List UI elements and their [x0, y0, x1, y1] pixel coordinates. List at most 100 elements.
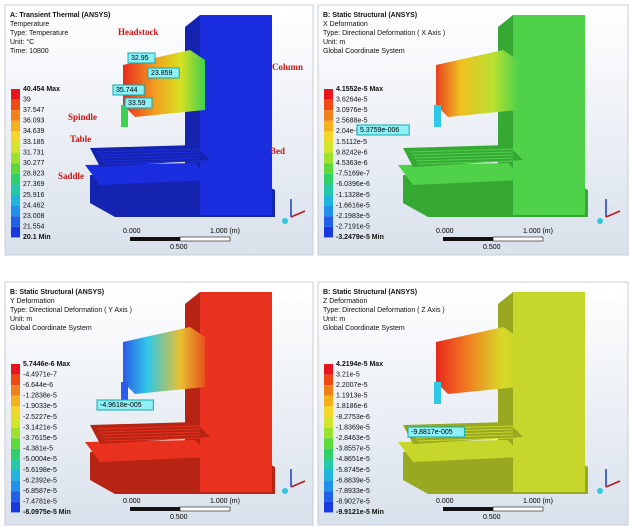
legend-swatch: [11, 396, 20, 407]
legend-label: -2.5227e-5: [23, 414, 57, 421]
legend-swatch: [324, 375, 333, 386]
legend-label: -6.2392e-5: [23, 477, 57, 484]
spindle: [434, 105, 441, 127]
legend-label: 36.093: [23, 118, 45, 125]
legend-swatch: [324, 428, 333, 439]
legend-label: 40.454 Max: [23, 86, 60, 93]
legend-label: -9.9121e-5 Min: [336, 509, 384, 516]
header-line: Unit: m: [10, 316, 32, 323]
scale-bar-light: [493, 237, 543, 241]
legend-swatch: [324, 396, 333, 407]
legend-swatch: [11, 163, 20, 174]
scale-bar-light: [180, 507, 230, 511]
legend-label: 28.823: [23, 171, 45, 178]
legend-swatch: [324, 100, 333, 111]
legend-swatch: [11, 449, 20, 460]
ansys-logo: ANS: [276, 285, 314, 304]
header-line: B: Static Structural (ANSYS): [323, 12, 417, 19]
figure: A: Transient Thermal (ANSYS)TemperatureT…: [0, 0, 630, 526]
column-side: [498, 15, 513, 215]
legend-swatch: [11, 481, 20, 492]
part-label: Spindle: [68, 112, 97, 122]
legend-swatch: [11, 174, 20, 185]
legend-label: -4.4971e-7: [23, 371, 57, 378]
legend-swatch: [324, 459, 333, 470]
legend-label: -7.4781e-5: [23, 499, 57, 506]
header-line: Y Deformation: [10, 298, 55, 305]
legend-swatch: [11, 364, 20, 375]
header-line: Temperature: [10, 21, 49, 28]
column-side: [498, 292, 513, 492]
header-line: Unit: m: [323, 39, 345, 46]
scale-bar-dark: [130, 507, 180, 511]
scale-mid: 0.500: [170, 244, 188, 251]
legend-swatch: [324, 195, 333, 206]
legend-label: -8.2753e-6: [336, 414, 370, 421]
result-panel: B: Static Structural (ANSYS)Z Deformatio…: [318, 282, 629, 525]
probe-label: 35.744: [116, 87, 138, 94]
legend-swatch: [11, 428, 20, 439]
probe-label: 32.95: [131, 55, 149, 62]
probe-label: 5.3759e-006: [360, 127, 399, 134]
part-label: Column: [272, 62, 303, 72]
legend-swatch: [324, 163, 333, 174]
scale-bar-dark: [130, 237, 180, 241]
legend-label: 3.6264e-5: [336, 96, 368, 103]
legend-label: 3.21e-5: [336, 371, 360, 378]
column: [200, 15, 272, 215]
header-line: Time: 10800: [10, 48, 49, 55]
scale-start: 0.000: [123, 228, 141, 235]
legend-swatch: [11, 153, 20, 164]
legend-label: 21.554: [23, 224, 45, 231]
legend-swatch: [324, 216, 333, 227]
scale-mid: 0.500: [170, 514, 188, 521]
scale-end: 1.000 (m): [523, 228, 553, 235]
ansys-logo: ANS: [276, 8, 314, 27]
legend-label: -6.0396e-6: [336, 181, 370, 188]
header-line: Type: Directional Deformation ( X Axis ): [323, 30, 445, 37]
legend-swatch: [11, 206, 20, 217]
legend-label: -4.8651e-5: [336, 456, 370, 463]
header-line: Unit: °C: [10, 38, 34, 46]
legend-label: 9.8242e-6: [336, 149, 368, 156]
column: [513, 292, 585, 492]
legend-swatch: [324, 502, 333, 513]
legend-swatch: [324, 417, 333, 428]
legend-swatch: [324, 153, 333, 164]
legend-swatch: [324, 491, 333, 502]
legend-label: -3.2479e-5 Min: [336, 234, 384, 241]
ansys-logo: ANS: [591, 285, 629, 304]
legend-label: -6.8839e-5: [336, 477, 370, 484]
column: [513, 15, 585, 215]
legend-label: -4.381e-5: [23, 446, 53, 453]
result-panel: B: Static Structural (ANSYS) X Deformatio…: [318, 5, 629, 255]
legend-label: -3.8557e-5: [336, 446, 370, 453]
legend-swatch: [324, 470, 333, 481]
header-line: B: Static Structural (ANSYS): [323, 289, 417, 296]
legend-swatch: [11, 184, 20, 195]
probe-label: 33.59: [128, 100, 146, 107]
legend-label: 24.462: [23, 202, 45, 209]
legend-label: 20.1 Min: [23, 234, 51, 241]
scale-mid: 0.500: [483, 514, 501, 521]
legend-label: -1.8369e-5: [336, 424, 370, 431]
triad-origin: [282, 218, 288, 224]
result-panel: A: Transient Thermal (ANSYS)TemperatureT…: [5, 5, 314, 255]
legend-swatch: [11, 121, 20, 132]
legend-label: 1.8186e-6: [336, 403, 368, 410]
legend-label: -1.9033e-5: [23, 403, 57, 410]
legend-label: -5.6198e-5: [23, 467, 57, 474]
legend-swatch: [11, 227, 20, 238]
legend-label: 2.5688e-5: [336, 118, 368, 125]
header-line: Global Coordinate System: [323, 48, 405, 55]
legend-label: -7.5169e-7: [336, 171, 370, 178]
legend-label: -2.8463e-5: [336, 435, 370, 442]
legend-label: -7.8933e-5: [336, 488, 370, 495]
header-line: X Deformation: [323, 21, 368, 28]
part-label: Saddle: [58, 171, 84, 181]
legend-label: -8.9027e-5: [336, 499, 370, 506]
legend-label: -3.1421e-5: [23, 424, 57, 431]
scale-bar-dark: [443, 507, 493, 511]
legend-swatch: [11, 375, 20, 386]
legend-label: 34.639: [23, 128, 45, 135]
